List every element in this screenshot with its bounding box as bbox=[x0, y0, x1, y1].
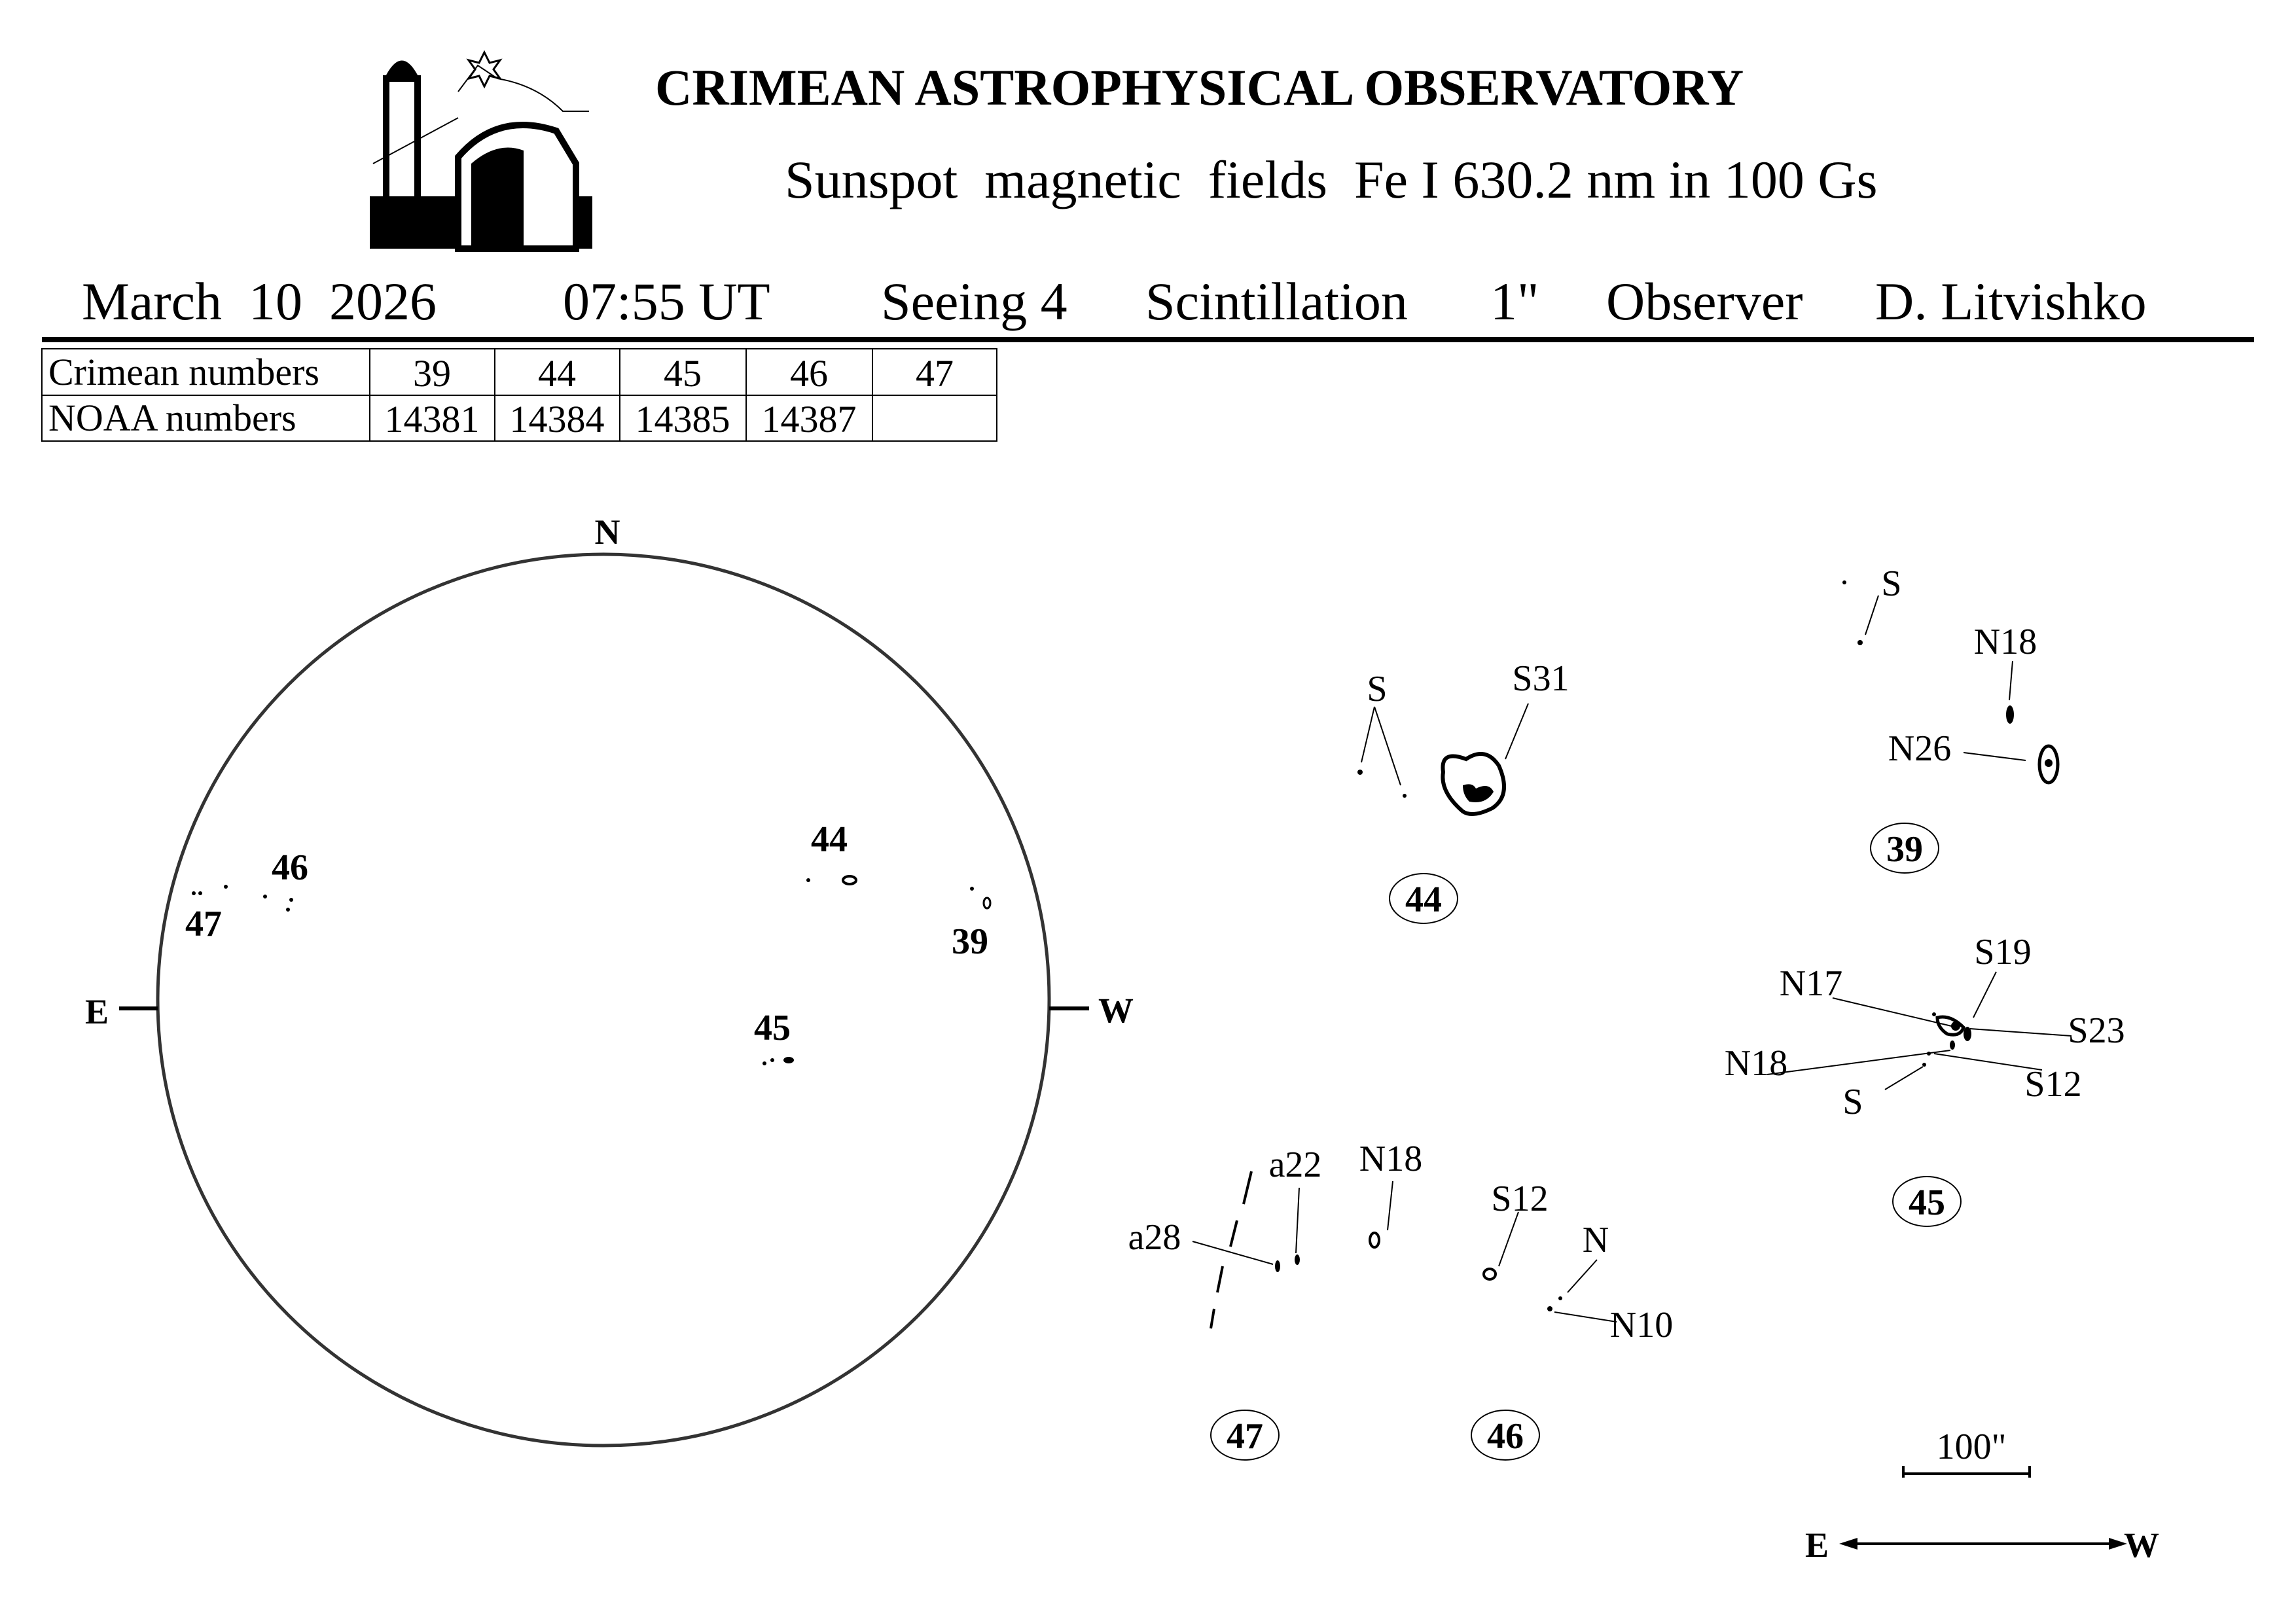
table-row-label-crimean: Crimean numbers bbox=[48, 351, 319, 393]
group-47-46-drawing bbox=[1192, 1171, 1617, 1461]
scale-west-label: W bbox=[2124, 1525, 2159, 1565]
observer-name: D. Litvishko bbox=[1875, 272, 2147, 331]
observatory-logo bbox=[370, 50, 592, 252]
table-cell-crimean: 46 bbox=[790, 352, 828, 395]
disk-region-label: 44 bbox=[811, 819, 848, 860]
group-45-label-s: S bbox=[1842, 1082, 1863, 1122]
group-46-label-s12: S12 bbox=[1491, 1179, 1548, 1219]
table-row-label-noaa: NOAA numbers bbox=[48, 397, 296, 439]
group-45-drawing bbox=[1767, 971, 2072, 1227]
group-45-id: 45 bbox=[1909, 1182, 1945, 1223]
scale-east-label: E bbox=[1805, 1525, 1829, 1565]
group-47-label-a28: a28 bbox=[1128, 1217, 1181, 1258]
group-46-id: 46 bbox=[1487, 1416, 1524, 1457]
disk-region-label: 47 bbox=[185, 904, 222, 944]
group-46-label-n: N bbox=[1583, 1220, 1609, 1260]
scintillation-label: Scintillation bbox=[1145, 272, 1408, 331]
group-45-label-s12: S12 bbox=[2024, 1064, 2081, 1105]
seeing: Seeing 4 bbox=[881, 272, 1067, 331]
group-39-drawing bbox=[1842, 580, 2060, 874]
solar-disk bbox=[156, 552, 1051, 1448]
group-45-label-n18: N18 bbox=[1725, 1043, 1787, 1084]
group-39-label-n18: N18 bbox=[1974, 622, 2037, 662]
north-label: N bbox=[595, 512, 620, 552]
west-label: W bbox=[1098, 991, 1134, 1030]
region-number-table bbox=[41, 348, 997, 442]
disk-region-label: 45 bbox=[754, 1008, 791, 1048]
disk-region-label: 46 bbox=[272, 847, 308, 888]
group-44-label-s31: S31 bbox=[1512, 658, 1569, 699]
group-46-label-n10: N10 bbox=[1610, 1305, 1673, 1345]
table-cell-crimean: 45 bbox=[664, 352, 702, 395]
observatory-title: CRIMEAN ASTROPHYSICAL OBSERVATORY bbox=[655, 59, 1744, 116]
table-cell-noaa: 14381 bbox=[385, 398, 480, 440]
table-cell-crimean: 44 bbox=[538, 352, 576, 395]
observer-label: Observer bbox=[1606, 272, 1803, 331]
group-47-label-a22: a22 bbox=[1269, 1145, 1322, 1185]
group-39-id: 39 bbox=[1886, 829, 1923, 870]
observation-date: March 10 2026 bbox=[82, 272, 437, 331]
table-cell-noaa: 14385 bbox=[636, 398, 730, 440]
table-cell-crimean: 47 bbox=[916, 352, 954, 395]
group-45-label-s19: S19 bbox=[1974, 932, 2031, 972]
east-west-arrow bbox=[1839, 1538, 2127, 1550]
disk-region-label: 39 bbox=[952, 921, 988, 962]
group-47-id: 47 bbox=[1227, 1416, 1263, 1457]
header-rule bbox=[42, 337, 2254, 342]
disk-sunspots bbox=[192, 875, 992, 1065]
scale-bar-label: 100" bbox=[1937, 1427, 2007, 1467]
scale-bar bbox=[1902, 1466, 2031, 1478]
chart-subtitle: Sunspot magnetic fields Fe I 630.2 nm in… bbox=[785, 150, 1878, 209]
scintillation-value: 1" bbox=[1490, 272, 1539, 331]
group-44-drawing bbox=[1357, 703, 1529, 924]
table-cell-crimean: 39 bbox=[413, 352, 451, 395]
table-cell-noaa: 14387 bbox=[762, 398, 857, 440]
table-cell-noaa: 14384 bbox=[510, 398, 605, 440]
group-47-label-n18: N18 bbox=[1359, 1139, 1422, 1179]
group-45-label-n17: N17 bbox=[1780, 963, 1842, 1004]
group-39-label-n26: N26 bbox=[1888, 728, 1951, 769]
group-39-label-s: S bbox=[1881, 563, 1901, 604]
group-45-label-s23: S23 bbox=[2068, 1010, 2125, 1051]
east-label: E bbox=[85, 992, 109, 1031]
group-44-id: 44 bbox=[1405, 880, 1442, 920]
group-44-label-s: S bbox=[1367, 669, 1387, 709]
observation-time: 07:55 UT bbox=[563, 272, 770, 331]
